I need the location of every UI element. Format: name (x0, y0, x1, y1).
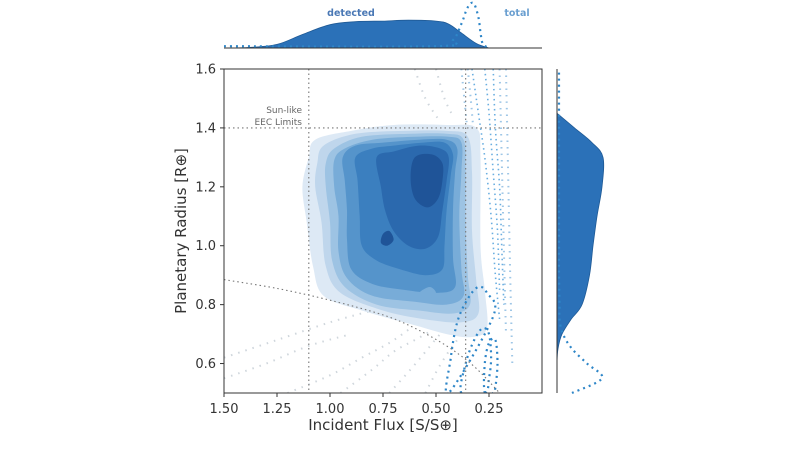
x-tick-label: 0.75 (369, 402, 398, 417)
y-tick-label: 1.6 (195, 63, 216, 78)
eec-lower-boundary-curve (224, 279, 500, 393)
y-tick-label: 1.2 (195, 180, 216, 195)
detected-kde-level-8 (380, 230, 394, 246)
background-isoline (340, 327, 437, 393)
total-kde-contour (482, 337, 499, 393)
total-kde-contour (459, 326, 493, 393)
total-kde-contour (444, 285, 497, 393)
x-tick-label: 1.25 (263, 402, 292, 417)
top-marginal-distribution: detected total (223, 1, 542, 50)
x-tick-label: 0.25 (475, 402, 504, 417)
right-marginal-total-curve (557, 69, 604, 395)
y-tick-label: 1.0 (195, 239, 216, 254)
eec-limit-lines (224, 69, 542, 393)
x-axis-label: Incident Flux [S/S⊕] (308, 416, 458, 434)
eec-annotation-line-1: Sun-like (266, 106, 302, 116)
legend-total-label: total (504, 8, 529, 19)
y-tick-label: 0.8 (195, 298, 216, 313)
total-kde-contours (444, 69, 505, 393)
right-marginal-distribution (556, 69, 605, 395)
background-isoline (505, 69, 514, 364)
right-marginal-detected-area (556, 112, 605, 394)
total-kde-contour (492, 69, 505, 305)
total-kde-contour (471, 69, 501, 320)
total-kde-contour (484, 69, 501, 290)
x-axis-ticks: 1.50 1.25 1.00 0.75 0.50 0.25 (210, 393, 504, 417)
background-isoline (435, 69, 454, 117)
detected-kde-level-4 (418, 287, 436, 300)
x-tick-label: 1.50 (210, 402, 239, 417)
background-isoline (424, 327, 469, 393)
detected-kde-level-8 (410, 153, 444, 208)
background-isoline (287, 327, 412, 393)
y-tick-label: 1.4 (195, 121, 216, 136)
detected-kde-contours (302, 124, 488, 338)
y-tick-label: 0.6 (195, 357, 216, 372)
legend-detected-label: detected (327, 8, 375, 19)
eec-annotation-line-2: EEC Limits (254, 118, 302, 128)
x-tick-label: 0.50 (422, 402, 451, 417)
main-plot-area: Sun-like EEC Limits 1.50 1.25 1.00 0.75 0.50… (172, 63, 543, 434)
top-marginal-detected-area (223, 19, 490, 49)
background-isoline (224, 333, 352, 380)
x-tick-label: 1.00 (316, 402, 345, 417)
background-isoline (413, 69, 442, 123)
y-axis-ticks: 0.6 0.8 1.0 1.2 1.4 1.6 (195, 63, 224, 372)
background-isoline (224, 309, 373, 359)
y-axis-label: Planetary Radius [R⊕] (172, 148, 190, 314)
